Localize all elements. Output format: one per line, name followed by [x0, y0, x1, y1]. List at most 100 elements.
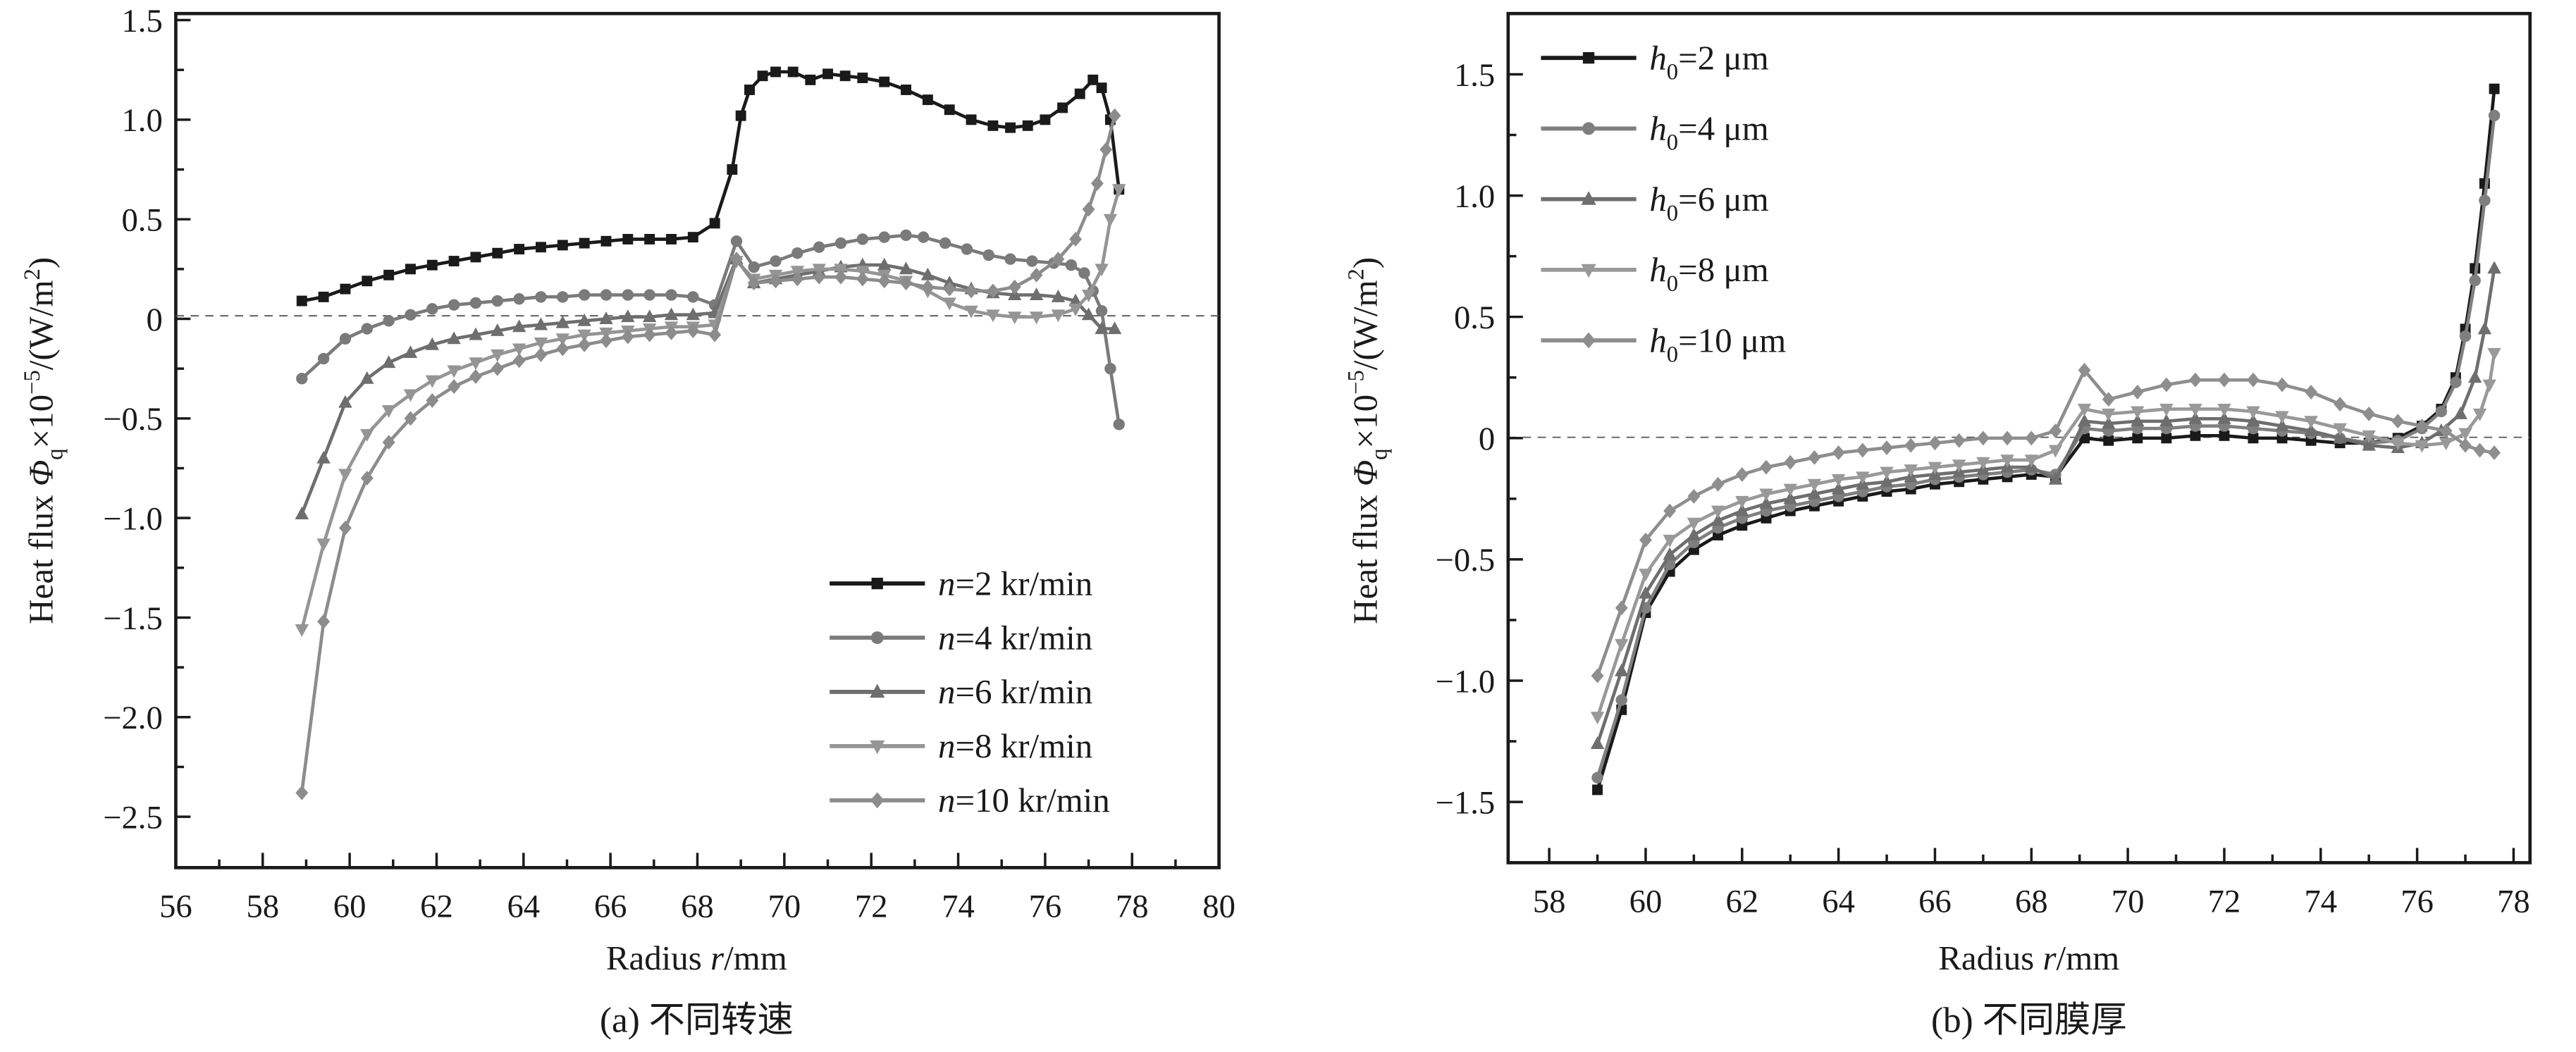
data-point: [839, 70, 851, 82]
data-point: [1783, 491, 1797, 505]
y-tick-label: 0.5: [122, 202, 163, 239]
data-point: [2439, 423, 2453, 438]
data-point: [1832, 445, 1845, 460]
data-point: [447, 365, 461, 378]
y-tick-label: −1.0: [103, 500, 163, 537]
legend-marker: [870, 631, 884, 644]
legend-label: n=4 kr/min: [938, 618, 1092, 657]
data-point: [1590, 712, 1605, 725]
data-point: [600, 333, 612, 349]
data-point: [708, 327, 722, 342]
data-point: [469, 297, 482, 309]
data-point: [664, 307, 679, 321]
data-point: [834, 269, 847, 285]
data-point: [1005, 122, 1016, 133]
data-point: [534, 347, 548, 362]
data-point: [383, 315, 395, 327]
legend-marker: [870, 792, 885, 809]
panel-a-speed: 56 58 60 62 64 66 68 70 72 74 76 78 80 1.5 1.0 0.5 0 −0.…: [20, 3, 1235, 1041]
x-tick-label: 76: [1029, 888, 1062, 924]
x-tick-label: 56: [159, 888, 192, 924]
y-tick-label: −2.5: [103, 799, 163, 836]
data-point: [709, 218, 720, 229]
data-point: [2333, 423, 2347, 436]
data-point: [556, 341, 569, 357]
data-point: [1711, 476, 1725, 492]
data-point: [727, 164, 738, 175]
data-point: [404, 411, 417, 426]
data-point: [2025, 431, 2038, 446]
data-point: [1081, 290, 1096, 303]
data-point: [2459, 330, 2472, 342]
data-point: [360, 428, 374, 442]
series-line: [301, 70, 1121, 303]
data-point: [2276, 377, 2288, 392]
data-point: [1078, 267, 1090, 279]
data-point: [1615, 663, 1629, 676]
data-point: [877, 273, 891, 289]
y-tick-label: 0: [146, 302, 162, 338]
series-n-10-kr-min: [295, 108, 1121, 800]
series-line: [300, 233, 1121, 425]
data-point: [577, 329, 591, 342]
data-point: [2489, 83, 2500, 94]
legend-item: n=2 kr/min: [830, 564, 1092, 602]
legend-label: n=6 kr/min: [938, 672, 1092, 711]
data-point: [730, 252, 743, 267]
data-point: [600, 289, 612, 301]
data-point: [1976, 431, 1990, 446]
x-tick-label: 78: [1116, 888, 1149, 924]
data-point: [512, 353, 526, 369]
series-line: [300, 257, 1115, 515]
data-point: [426, 303, 438, 315]
data-point: [1108, 108, 1121, 123]
data-point: [405, 264, 416, 275]
data-point: [555, 333, 570, 347]
panel-b-legend: h0=2 μm h0=4 μm h0=6 μm h0=8 μm h0=10 μm: [1541, 38, 1786, 367]
data-point: [961, 243, 973, 255]
data-point: [1051, 289, 1066, 302]
data-point: [340, 283, 351, 295]
data-point: [2188, 372, 2202, 388]
data-point: [1807, 486, 1822, 500]
y-tick-label: 1.0: [1454, 178, 1495, 215]
data-point: [1807, 478, 1822, 492]
data-point: [1808, 450, 1821, 465]
data-point: [1099, 142, 1113, 157]
data-point: [1735, 466, 1749, 482]
data-point: [1663, 534, 1677, 547]
data-point: [2439, 438, 2453, 451]
x-tick-label: 72: [855, 888, 888, 924]
data-point: [403, 389, 418, 402]
data-point: [2304, 416, 2318, 429]
data-point: [2159, 414, 2174, 427]
data-point: [1783, 483, 1797, 497]
data-point: [2304, 423, 2318, 436]
x-tick-label: 58: [1533, 883, 1566, 920]
data-point: [2103, 435, 2114, 446]
data-point: [426, 392, 439, 408]
data-point: [1615, 600, 1628, 616]
data-point: [382, 435, 395, 450]
data-point: [791, 271, 804, 287]
data-point: [2275, 419, 2289, 432]
legend-marker: [1581, 264, 1596, 278]
series-line: [1596, 352, 2496, 718]
x-tick-label: 64: [1822, 883, 1855, 920]
data-point: [2415, 440, 2429, 453]
data-point: [879, 76, 890, 87]
data-point: [665, 289, 677, 301]
data-point: [1735, 495, 1749, 509]
x-tick-label: 60: [333, 888, 366, 924]
data-point: [2248, 433, 2259, 444]
data-point: [1040, 114, 1051, 125]
data-point: [2246, 414, 2260, 427]
data-point: [512, 319, 526, 333]
legend-item: n=4 kr/min: [830, 618, 1092, 657]
data-point: [2161, 433, 2172, 444]
data-point: [339, 333, 352, 345]
data-point: [2362, 438, 2376, 451]
data-point: [1008, 279, 1021, 295]
data-point: [491, 323, 505, 336]
data-point: [295, 624, 309, 637]
